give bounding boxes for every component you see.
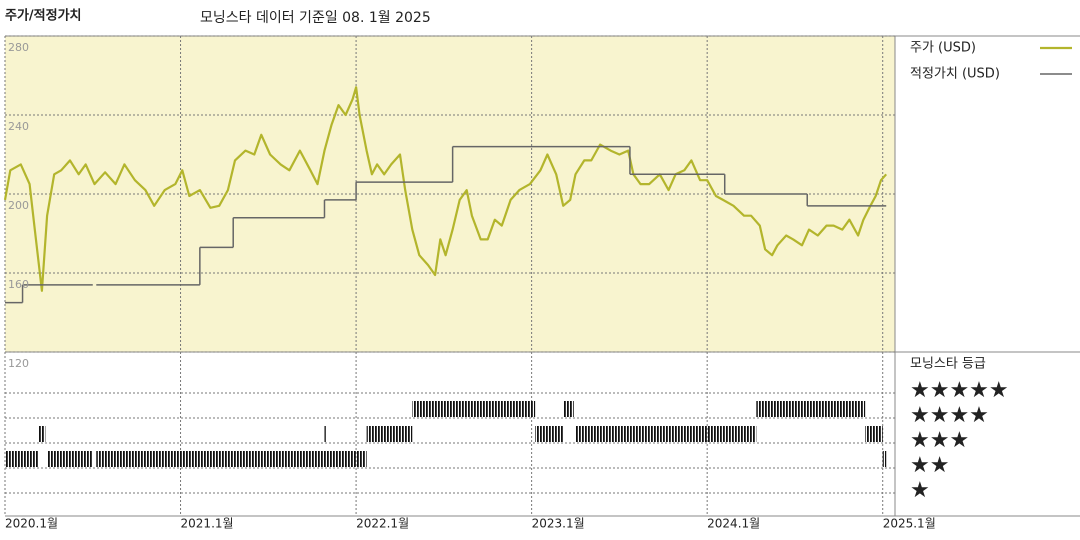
y-tick-label: 280 bbox=[8, 41, 29, 54]
rating-label: ★ bbox=[910, 478, 930, 503]
rating-bar bbox=[47, 451, 93, 467]
price-line bbox=[3, 86, 888, 292]
rating-bar bbox=[96, 451, 367, 467]
x-tick-label: 2022.1월 bbox=[356, 517, 409, 531]
rating-bar bbox=[882, 451, 887, 467]
y-tick-label: 200 bbox=[8, 199, 29, 212]
rating-label: ★★★ bbox=[910, 428, 969, 453]
legend-label: 적정가치 (USD) bbox=[910, 67, 1000, 82]
chart-title: 주가/적정가치 bbox=[5, 8, 82, 24]
x-tick-label: 2020.1월 bbox=[5, 517, 58, 531]
x-tick-label: 2023.1월 bbox=[532, 517, 585, 531]
x-tick-label: 2021.1월 bbox=[181, 517, 234, 531]
legend-label: 주가 (USD) bbox=[910, 41, 976, 56]
rating-label: ★★ bbox=[910, 453, 949, 478]
rating-bar bbox=[324, 426, 327, 442]
rating-bar bbox=[756, 401, 866, 417]
x-tick-label: 2025.1월 bbox=[883, 517, 936, 531]
rating-bar bbox=[38, 426, 46, 442]
chart-subtitle: 모닝스타 데이터 기준일 08. 1월 2025 bbox=[200, 10, 431, 26]
rating-bar bbox=[5, 451, 39, 467]
rating-bar bbox=[535, 426, 564, 442]
rating-bar bbox=[366, 426, 413, 442]
y-tick-label: 160 bbox=[8, 278, 29, 291]
rating-bar bbox=[575, 426, 757, 442]
x-tick-label: 2024.1월 bbox=[707, 517, 760, 531]
rating-label: ★★★★ bbox=[910, 403, 989, 428]
rating-title: 모닝스타 등급 bbox=[910, 357, 986, 372]
rating-bar bbox=[412, 401, 536, 417]
y-tick-label: 120 bbox=[8, 357, 29, 370]
rating-label: ★★★★★ bbox=[910, 378, 1009, 403]
rating-bar bbox=[563, 401, 574, 417]
rating-bar bbox=[865, 426, 883, 442]
y-tick-label: 240 bbox=[8, 120, 29, 133]
